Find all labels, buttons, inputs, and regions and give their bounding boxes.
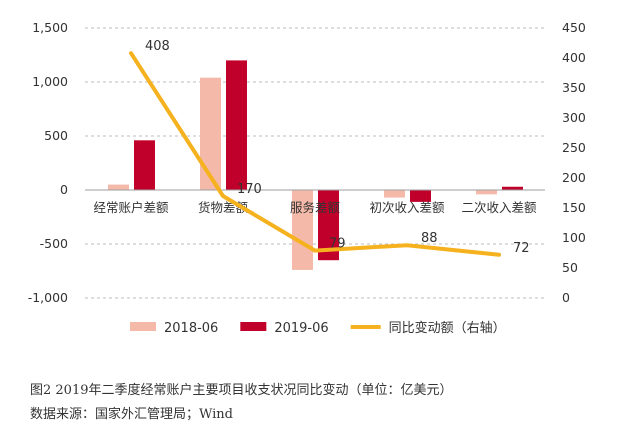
y-right-tick-label: 250	[562, 140, 586, 155]
line-data-label: 170	[237, 182, 262, 197]
line-point	[405, 243, 409, 247]
category-label: 二次收入差额	[461, 200, 537, 215]
y-left-tick-label: 500	[44, 128, 68, 143]
category-label: 服务差额	[290, 200, 341, 215]
bar-2019-06	[318, 190, 339, 261]
y-right-tick-label: 400	[562, 50, 586, 65]
legend-swatch	[240, 322, 267, 331]
y-right-tick-label: 350	[562, 80, 586, 95]
legend-label: 同比变动额（右轴）	[389, 320, 506, 336]
bar-2018-06	[200, 77, 221, 190]
y-right-tick-label: 50	[562, 260, 578, 275]
y-left-tick-label: 0	[60, 182, 68, 197]
bar-2019-06	[502, 186, 523, 190]
line-data-label: 88	[421, 231, 438, 246]
bar-2018-06	[384, 190, 405, 198]
y-right-tick-label: 200	[562, 170, 586, 185]
line-data-label: 72	[513, 241, 530, 256]
legend-label: 2018-06	[164, 321, 218, 336]
bar-2019-06	[410, 190, 431, 202]
legend-swatch	[130, 322, 156, 331]
line-point	[129, 51, 133, 55]
y-right-tick-label: 300	[562, 110, 586, 125]
y-right-tick-label: 100	[562, 230, 586, 245]
chart: -1,000 -500 0 500 1,000 1,500 0 50 100 150 200 250 3…	[28, 20, 586, 336]
line-series-yoy-change	[129, 51, 501, 257]
bar-2018-06	[108, 184, 129, 190]
bar-2019-06	[134, 140, 155, 190]
bar-2018-06	[476, 190, 497, 195]
y-left-tick-label: 1,500	[32, 20, 68, 35]
bar-2019-06	[226, 60, 247, 191]
y-right-tick-label: 450	[562, 20, 586, 35]
line-point	[497, 253, 501, 257]
figure-caption: 图2 2019年二季度经常账户主要项目收支状况同比变动（单位：亿美元）	[30, 383, 453, 398]
line-data-label: 79	[329, 237, 346, 252]
line-data-label: 408	[145, 39, 170, 54]
data-source-note: 数据来源：国家外汇管理局；Wind	[30, 407, 233, 422]
category-label: 初次收入差额	[369, 200, 445, 215]
line-point	[313, 249, 317, 253]
y-right-tick-label: 0	[562, 290, 570, 305]
line-point	[221, 194, 225, 198]
category-label: 经常账户差额	[93, 200, 169, 215]
y-left-tick-label: 1,000	[32, 74, 68, 89]
bar-2018-06	[292, 190, 313, 270]
legend-label: 2019-06	[274, 321, 328, 336]
y-left-tick-label: -500	[40, 236, 68, 251]
y-right-tick-label: 150	[562, 200, 586, 215]
y-left-tick-label: -1,000	[28, 290, 68, 305]
